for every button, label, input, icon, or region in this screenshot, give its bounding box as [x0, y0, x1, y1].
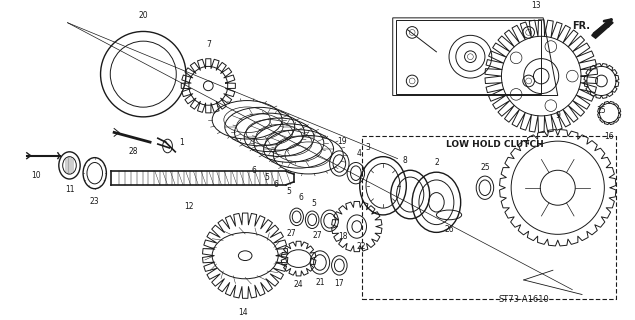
Text: 28: 28 [129, 147, 138, 156]
Text: 15: 15 [597, 106, 606, 115]
Text: 10: 10 [32, 171, 41, 180]
Text: 19: 19 [337, 137, 347, 146]
Polygon shape [592, 20, 613, 38]
Text: 27: 27 [312, 231, 322, 240]
Text: 22: 22 [357, 242, 366, 251]
Text: 17: 17 [335, 279, 344, 288]
Text: 3: 3 [365, 143, 370, 152]
Text: FR.: FR. [572, 20, 590, 31]
Bar [362, 136, 616, 300]
Text: 2: 2 [434, 158, 439, 167]
Text: 13: 13 [531, 1, 541, 10]
Text: 24: 24 [294, 280, 304, 289]
Text: 1: 1 [179, 138, 184, 147]
Text: 26: 26 [444, 225, 454, 234]
Text: 5: 5 [264, 173, 269, 182]
Text: 27: 27 [287, 228, 297, 237]
Text: 18: 18 [338, 232, 348, 241]
Text: 16: 16 [605, 132, 614, 141]
Text: 5: 5 [286, 187, 291, 196]
Text: 23: 23 [90, 197, 100, 206]
Text: 9: 9 [556, 111, 560, 120]
Text: 4: 4 [356, 149, 361, 158]
Text: 12: 12 [184, 202, 194, 211]
Text: LOW HOLD CLUTCH: LOW HOLD CLUTCH [446, 140, 544, 148]
Text: ST73-A1610: ST73-A1610 [498, 295, 549, 304]
Text: 21: 21 [315, 278, 324, 287]
Text: 7: 7 [206, 40, 211, 49]
Text: 8: 8 [403, 156, 408, 165]
Text: 25: 25 [480, 163, 490, 172]
Text: 20: 20 [138, 11, 148, 20]
Text: 6: 6 [274, 180, 279, 189]
Text: 11: 11 [65, 185, 74, 194]
Text: 6: 6 [251, 166, 257, 175]
Text: 14: 14 [238, 308, 248, 317]
Text: 5: 5 [312, 199, 316, 208]
Text: 6: 6 [298, 193, 303, 202]
